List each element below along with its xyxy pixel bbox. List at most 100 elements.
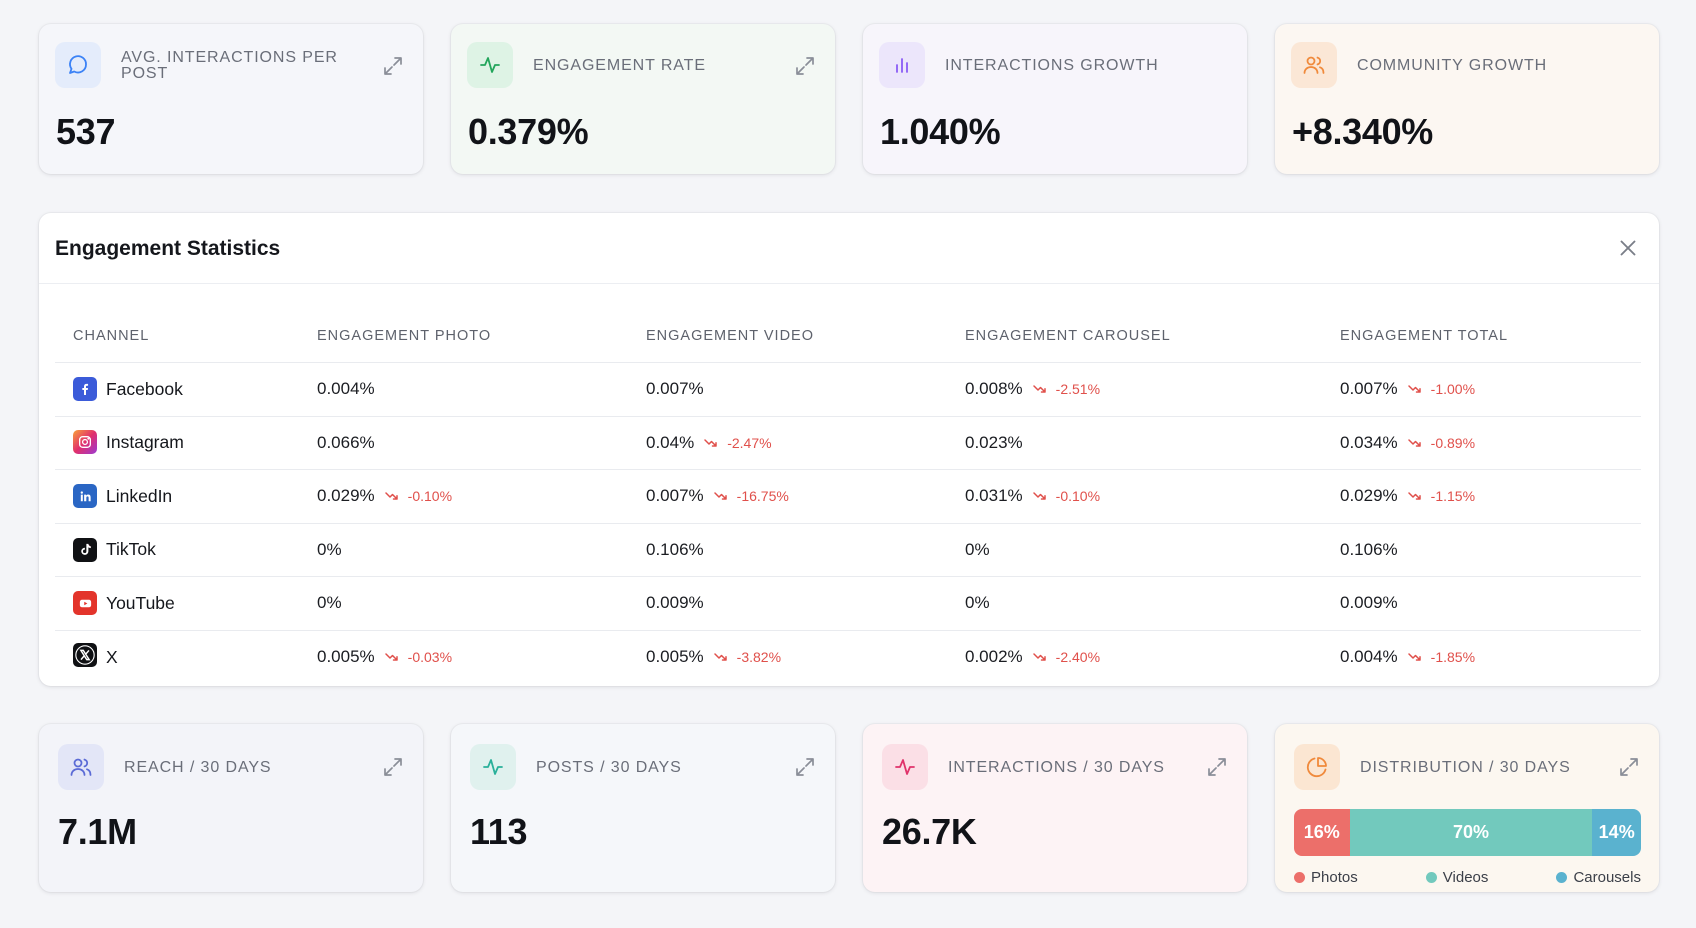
kpi-value: 0.379%: [468, 111, 589, 152]
total-value: 0.007%: [1340, 379, 1398, 399]
total-cell: 0.029% -1.15%: [1340, 470, 1475, 523]
trend-down-delta: -1.15%: [1407, 488, 1476, 505]
video-value: 0.007%: [646, 379, 704, 399]
activity-icon: [882, 744, 928, 790]
delta-value: -1.15%: [1430, 488, 1476, 505]
distribution-segment-photos: 16%: [1294, 809, 1350, 856]
kpi-value: 26.7K: [882, 811, 977, 852]
kpi-value: 7.1M: [58, 811, 137, 852]
photo-cell: 0%: [317, 524, 342, 577]
column-header: CHANNEL: [73, 328, 150, 344]
column-header: ENGAGEMENT CAROUSEL: [965, 328, 1171, 344]
trend-down-delta: -0.10%: [384, 488, 453, 505]
instagram-icon: [73, 430, 97, 455]
close-icon[interactable]: [1615, 235, 1641, 261]
total-value: 0.029%: [1340, 486, 1398, 506]
table-row: YouTube 0% 0.009% 0% 0.009%: [55, 577, 1641, 631]
total-value: 0.004%: [1340, 647, 1398, 667]
legend-label: Photos: [1311, 868, 1358, 886]
trend-down-delta: -0.89%: [1407, 434, 1476, 451]
trend-down-icon: [384, 652, 403, 662]
photo-cell: 0.004%: [317, 363, 375, 416]
expand-icon[interactable]: [381, 755, 405, 779]
photo-cell: 0%: [317, 577, 342, 630]
photo-value: 0%: [317, 593, 342, 613]
carousel-value: 0.023%: [965, 432, 1023, 452]
channel-name: Instagram: [106, 432, 184, 453]
delta-value: -2.47%: [727, 434, 772, 451]
trend-down-delta: -16.75%: [713, 488, 789, 504]
channel-cell: X: [73, 631, 118, 685]
legend-item: Photos: [1294, 868, 1358, 886]
trend-down-icon: [384, 491, 403, 501]
kpi-card-community-growth: COMMUNITY GROWTH +8.340%: [1275, 24, 1659, 174]
expand-icon[interactable]: [793, 755, 817, 779]
carousel-value: 0%: [965, 539, 990, 559]
photo-value: 0%: [317, 539, 342, 559]
expand-icon[interactable]: [381, 54, 405, 78]
legend-label: Carousels: [1573, 868, 1641, 886]
distribution-segment-carousels: 14%: [1592, 809, 1641, 856]
trend-down-icon: [713, 491, 732, 501]
photo-value: 0.004%: [317, 379, 375, 399]
kpi-card-posts: POSTS / 30 DAYS 113: [451, 724, 835, 892]
legend-item: Videos: [1425, 868, 1488, 886]
x-icon: [73, 643, 97, 671]
youtube-icon: [73, 591, 97, 616]
kpi-value: +8.340%: [1292, 111, 1434, 152]
trend-down-delta: -1.85%: [1407, 649, 1475, 665]
total-cell: 0.106%: [1340, 524, 1398, 577]
delta-value: -0.89%: [1430, 434, 1476, 451]
delta-value: -0.10%: [407, 488, 453, 505]
panel-divider: [39, 283, 1659, 284]
kpi-card-reach: REACH / 30 DAYS 7.1M: [39, 724, 423, 892]
channel-name: LinkedIn: [106, 485, 173, 506]
delta-value: -0.03%: [407, 649, 453, 666]
chat-bubble-icon: [55, 42, 101, 88]
delta-value: -3.82%: [736, 649, 782, 666]
kpi-label: ENGAGEMENT RATE: [533, 57, 706, 74]
carousel-cell: 0%: [965, 577, 990, 630]
table-row: TikTok 0% 0.106% 0% 0.106%: [55, 524, 1641, 577]
activity-icon: [467, 42, 513, 88]
linkedin-icon: [73, 484, 97, 509]
trend-down-icon: [1407, 438, 1426, 448]
trend-down-delta: -2.47%: [704, 434, 772, 451]
video-cell: 0.007% -16.75%: [646, 470, 789, 523]
carousel-value: 0.031%: [965, 486, 1023, 506]
total-cell: 0.009%: [1340, 577, 1398, 630]
kpi-label: AVG. INTERACTIONS PER POST: [121, 49, 338, 82]
kpi-card-interactions-growth: INTERACTIONS GROWTH 1.040%: [863, 24, 1247, 174]
kpi-label: INTERACTIONS GROWTH: [945, 57, 1159, 74]
facebook-icon: [73, 376, 97, 402]
trend-down-delta: -3.82%: [713, 649, 782, 666]
distribution-bar: 16% 70% 14%: [1294, 809, 1641, 856]
expand-icon[interactable]: [1617, 755, 1641, 779]
trend-down-icon: [1407, 384, 1426, 394]
carousel-value: 0.002%: [965, 647, 1023, 667]
expand-icon[interactable]: [1205, 755, 1229, 779]
trend-down-icon: [704, 438, 722, 448]
total-cell: 0.007% -1.00%: [1340, 363, 1475, 416]
video-cell: 0.005% -3.82%: [646, 631, 781, 685]
tiktok-icon: [73, 537, 97, 563]
video-cell: 0.106%: [646, 524, 704, 577]
video-cell: 0.007%: [646, 363, 704, 416]
video-value: 0.005%: [646, 647, 704, 667]
distribution-legend: Photos Videos Carousels: [1294, 868, 1641, 886]
table-row: X 0.005% -0.03% 0.005% -3.82% 0.002% -2.40% 0.0…: [55, 631, 1641, 685]
total-cell: 0.004% -1.85%: [1340, 631, 1475, 685]
trend-down-icon: [1032, 491, 1051, 501]
trend-down-icon: [1407, 491, 1426, 501]
photo-value: 0.029%: [317, 486, 375, 506]
channel-cell: Facebook: [73, 363, 183, 416]
expand-icon[interactable]: [793, 54, 817, 78]
table-row: Facebook 0.004% 0.007% 0.008% -2.51% 0.007% -1…: [55, 363, 1641, 417]
legend-dot: [1556, 871, 1568, 883]
channel-cell: YouTube: [73, 577, 175, 630]
video-cell: 0.04% -2.47%: [646, 417, 772, 470]
carousel-cell: 0.008% -2.51%: [965, 363, 1100, 416]
table-row: LinkedIn 0.029% -0.10% 0.007% -16.75% 0.031% -…: [55, 470, 1641, 524]
delta-value: -2.40%: [1055, 649, 1101, 666]
bar-chart-icon: [879, 42, 925, 88]
